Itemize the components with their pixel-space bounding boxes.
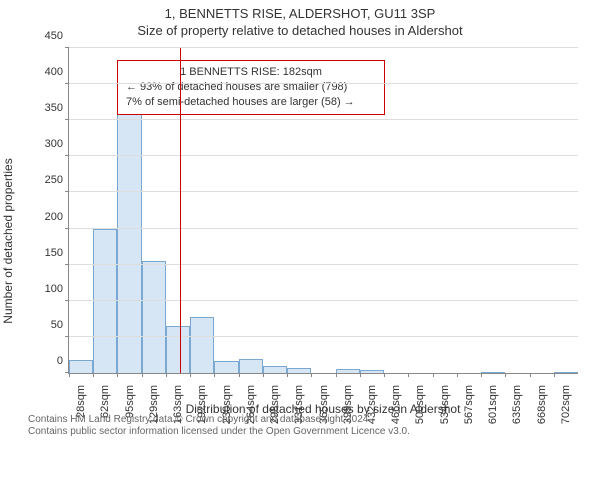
bar-slot	[457, 48, 481, 373]
y-axis-label: Number of detached properties	[1, 158, 15, 323]
x-tick-mark	[554, 373, 555, 377]
y-tick-label: 350	[45, 102, 63, 114]
gridline	[69, 300, 578, 301]
x-tick-mark	[505, 373, 506, 377]
gridline	[69, 155, 578, 156]
bar-slot	[433, 48, 457, 373]
footer-line-2: Contains public sector information licen…	[28, 426, 578, 438]
x-tick-mark	[360, 373, 361, 377]
y-tick-mark	[65, 228, 69, 229]
chart-outer: Number of detached properties 1 BENNETTS…	[14, 42, 584, 440]
y-tick-label: 0	[57, 355, 63, 367]
bar-slot	[505, 48, 529, 373]
bar-slot	[408, 48, 432, 373]
bar	[360, 370, 384, 373]
x-tick-mark	[93, 373, 94, 377]
bar	[142, 261, 166, 373]
gridline	[69, 83, 578, 84]
x-tick-mark	[166, 373, 167, 377]
y-tick-label: 250	[45, 174, 63, 186]
y-tick-label: 400	[45, 66, 63, 78]
x-tick-mark	[384, 373, 385, 377]
x-tick-mark	[530, 373, 531, 377]
x-tick-mark	[408, 373, 409, 377]
plot-area: 1 BENNETTS RISE: 182sqm ← 93% of detache…	[68, 48, 578, 374]
info-box-title: 1 BENNETTS RISE: 182sqm	[126, 65, 376, 80]
bar	[214, 361, 238, 373]
x-tick-mark	[481, 373, 482, 377]
bar-slot	[554, 48, 578, 373]
y-tick-mark	[65, 264, 69, 265]
bar	[554, 372, 578, 373]
bar	[69, 360, 93, 373]
y-tick-mark	[65, 155, 69, 156]
bar-slot	[93, 48, 117, 373]
x-tick-mark	[336, 373, 337, 377]
gridline	[69, 264, 578, 265]
y-tick-label: 200	[45, 211, 63, 223]
marker-line	[180, 48, 181, 373]
bar	[190, 317, 214, 373]
x-tick-mark	[239, 373, 240, 377]
x-tick-mark	[69, 373, 70, 377]
x-tick-mark	[214, 373, 215, 377]
page-title-address: 1, BENNETTS RISE, ALDERSHOT, GU11 3SP	[0, 0, 600, 21]
page-title-subtitle: Size of property relative to detached ho…	[0, 21, 600, 42]
bar	[263, 366, 287, 373]
bar-slot	[384, 48, 408, 373]
bar	[93, 229, 117, 373]
x-tick-mark	[263, 373, 264, 377]
bar	[336, 369, 360, 373]
y-tick-mark	[65, 83, 69, 84]
y-tick-mark	[65, 191, 69, 192]
gridline	[69, 336, 578, 337]
x-tick-mark	[433, 373, 434, 377]
x-tick-mark	[142, 373, 143, 377]
y-tick-label: 100	[45, 283, 63, 295]
info-box: 1 BENNETTS RISE: 182sqm ← 93% of detache…	[117, 60, 385, 115]
bar	[287, 368, 311, 373]
gridline	[69, 191, 578, 192]
x-tick-mark	[190, 373, 191, 377]
bar	[481, 372, 505, 373]
y-tick-mark	[65, 336, 69, 337]
footer-line-1: Contains HM Land Registry data © Crown c…	[28, 414, 578, 426]
gridline	[69, 47, 578, 48]
x-tick-mark	[287, 373, 288, 377]
y-tick-mark	[65, 300, 69, 301]
bar	[117, 106, 141, 373]
x-tick-mark	[311, 373, 312, 377]
y-tick-label: 450	[45, 30, 63, 42]
y-tick-label: 300	[45, 138, 63, 150]
bar	[166, 326, 190, 373]
chart-container: 1, BENNETTS RISE, ALDERSHOT, GU11 3SP Si…	[0, 0, 600, 500]
x-tick-mark	[457, 373, 458, 377]
y-tick-mark	[65, 119, 69, 120]
info-box-line-right: 7% of semi-detached houses are larger (5…	[126, 95, 376, 110]
footer-attribution: Contains HM Land Registry data © Crown c…	[28, 414, 578, 438]
bar-slot	[530, 48, 554, 373]
gridline	[69, 119, 578, 120]
bar-slot	[69, 48, 93, 373]
x-tick-mark	[117, 373, 118, 377]
bar-slot	[481, 48, 505, 373]
y-tick-label: 150	[45, 247, 63, 259]
info-box-line-left: ← 93% of detached houses are smaller (79…	[126, 80, 376, 95]
gridline	[69, 228, 578, 229]
bar	[239, 359, 263, 373]
y-tick-mark	[65, 47, 69, 48]
y-tick-label: 50	[51, 319, 63, 331]
